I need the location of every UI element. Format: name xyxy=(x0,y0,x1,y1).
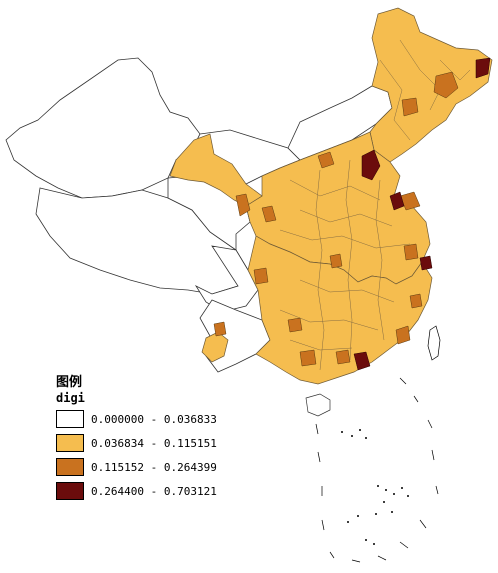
legend-swatch-3 xyxy=(56,482,84,500)
medium-value-regions xyxy=(169,7,493,417)
high-value-regions xyxy=(213,71,459,367)
legend-row-1: 0.036834 - 0.115151 xyxy=(56,434,276,453)
xinjiang-region xyxy=(5,57,201,199)
legend-label-3: 0.264400 - 0.703121 xyxy=(91,485,217,498)
high-patch-shaanxi xyxy=(235,193,251,217)
south-central-region xyxy=(247,235,433,385)
legend-row-3: 0.264400 - 0.703121 xyxy=(56,482,276,501)
hainan-island xyxy=(305,393,331,417)
pearl-river-delta xyxy=(353,351,371,371)
high-patch-hunan xyxy=(329,253,343,269)
high-patch-ne2 xyxy=(401,97,419,117)
high-patch-hebei xyxy=(317,151,335,169)
gansu-ningxia-strip xyxy=(169,133,263,207)
low-value-regions xyxy=(5,57,393,373)
legend-row-0: 0.000000 - 0.036833 xyxy=(56,410,276,429)
northeast-dark-a xyxy=(475,57,491,79)
high-patch-guangdong xyxy=(335,349,351,365)
beijing-tianjin xyxy=(361,149,381,181)
high-patch-sichuan xyxy=(253,267,269,285)
prefecture-boundaries xyxy=(279,39,471,371)
south-china-sea-islands xyxy=(341,429,409,545)
legend-row-2: 0.115152 - 0.264399 xyxy=(56,458,276,477)
map-legend: 图例 digi 0.000000 - 0.036833 0.036834 - 0… xyxy=(56,376,276,501)
legend-swatch-2 xyxy=(56,458,84,476)
shandong-coast xyxy=(389,191,405,211)
legend-label-1: 0.036834 - 0.115151 xyxy=(91,437,217,450)
high-patch-gansu xyxy=(261,205,277,223)
taiwan-island xyxy=(427,325,441,361)
high-patch-jiangsu xyxy=(403,243,419,261)
legend-swatch-0 xyxy=(56,410,84,428)
shanghai xyxy=(419,255,433,271)
high-patch-fujian xyxy=(395,325,411,345)
high-patch-ne1 xyxy=(433,71,459,99)
high-patch-guizhou xyxy=(287,317,303,333)
northeast-region xyxy=(369,7,493,163)
legend-swatch-1 xyxy=(56,434,84,452)
legend-subtitle: digi xyxy=(56,391,85,405)
islands-and-sea-outline xyxy=(315,325,441,563)
legend-title: 图例 xyxy=(56,375,83,390)
legend-label-2: 0.115152 - 0.264399 xyxy=(91,461,217,474)
very-high-value-regions xyxy=(353,57,491,371)
high-patch-guangxi xyxy=(299,349,317,367)
legend-label-0: 0.000000 - 0.036833 xyxy=(91,413,217,426)
high-patch-yunnan xyxy=(213,321,227,337)
high-patch-zhejiang xyxy=(409,293,423,309)
